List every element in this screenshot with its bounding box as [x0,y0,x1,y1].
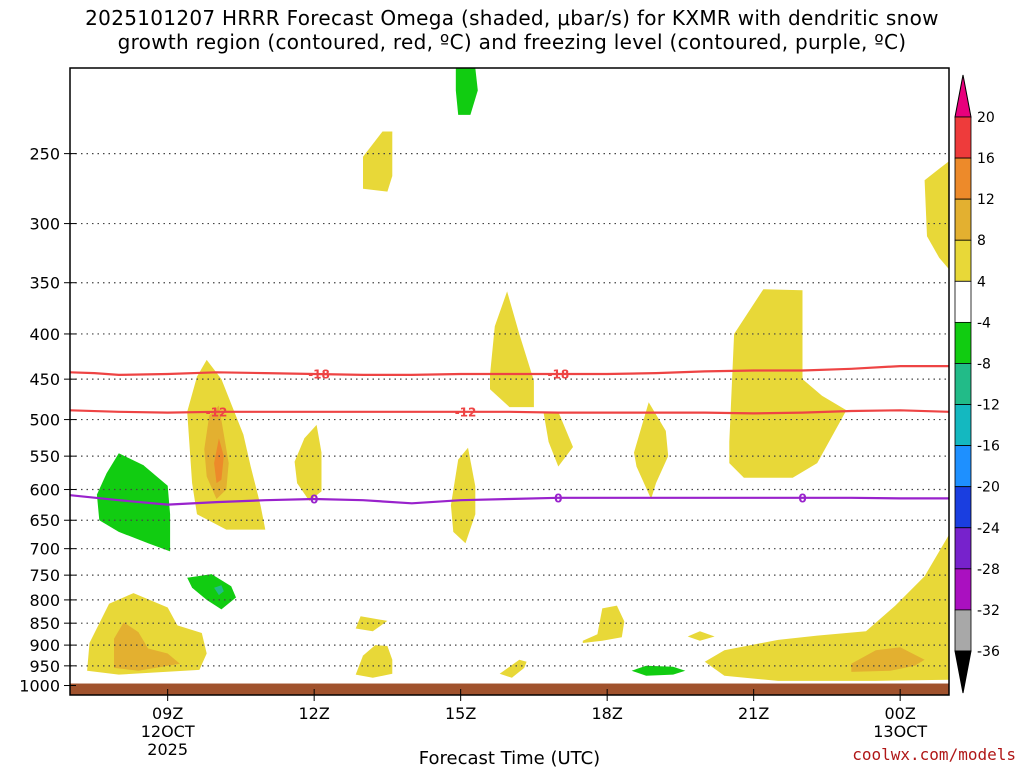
colorbar-band-0 [954,116,972,159]
chart-title: 2025101207 HRRR Forecast Omega (shaded, … [0,6,1024,54]
y-tick-label-350: 350 [29,274,60,293]
colorbar-band-10 [954,527,972,570]
colorbar-band-6 [954,363,972,405]
omega-region-ascent-1245 [355,616,388,632]
omega-region-descent-core-15z-top [455,68,478,115]
credit-watermark: coolwx.com/models [852,745,1016,764]
y-tick-label-1000: 1000 [19,677,60,696]
axes: 250 300 350 400 450 500 550 600 650 700 750 800 850 9… [19,67,950,768]
colorbar-label-5: -4 [977,315,991,331]
colorbar-label-2: 12 [977,192,995,208]
omega-region-ascent-2500-low [704,534,949,681]
colorbar-label-0: 20 [977,110,995,126]
contour-label-0-1: -18 [547,367,569,381]
y-tick-label-750: 750 [29,566,60,585]
colorbar-bottom-arrow [954,650,972,694]
x-axis-title: Forecast Time (UTC) [419,748,600,768]
omega-region-ascent-1800-low [582,605,625,643]
x-date-label-0: 12OCT [141,722,195,741]
contour-line-2 [70,494,949,506]
omega-region-ascent-1330-low [355,645,393,678]
x-date-label-5: 13OCT [873,722,927,741]
colorbar-label-8: -16 [977,439,1000,455]
y-tick-label-500: 500 [29,411,60,430]
title-line-1: 2025101207 HRRR Forecast Omega (shaded, … [85,6,939,30]
omega-region-ascent-upper-right [924,161,949,270]
y-tick-label-550: 550 [29,447,60,466]
omega-region-ascent-1900 [634,402,669,499]
ground-band [70,683,949,695]
x-tick-label-0: 09Z [152,704,183,723]
x-tick-label-4: 21Z [738,704,769,723]
omega-region-descent-1000-inner [214,585,224,596]
x-tick-label-2: 15Z [445,704,476,723]
colorbar-label-6: -8 [977,356,991,372]
colorbar-band-2 [954,198,972,241]
contour-label-1-1: -12 [455,405,477,419]
omega-region-descent-1000 [187,574,236,610]
colorbar-band-3 [954,239,972,282]
y-tick-label-950: 950 [29,657,60,676]
contour-line-0 [70,365,949,377]
omega-region-ascent-2230 [729,289,847,478]
y-tick-label-800: 800 [29,591,60,610]
omega-region-ascent-1200 [294,424,322,501]
omega-region-ascent-1700 [543,411,573,467]
x-tick-label-3: 18Z [592,704,623,723]
colorbar-label-10: -24 [977,521,1000,537]
y-tick-label-600: 600 [29,481,60,500]
colorbar-label-13: -36 [977,644,1000,660]
x-tick-label-1: 12Z [299,704,330,723]
y-tick-label-650: 650 [29,511,60,530]
colorbar-band-1 [954,157,972,200]
colorbar-label-11: -28 [977,562,1000,578]
contour-label-2-1: 0 [554,491,562,505]
omega-region-ascent-2010-low [687,631,715,641]
colorbar-band-11 [954,568,972,611]
colorbar-band-9 [954,486,972,529]
x-tick-label-5: 00Z [885,704,916,723]
y-tick-label-250: 250 [29,145,60,164]
colorbar-label-9: -20 [977,480,1000,496]
contour-label-2-0: 0 [310,493,318,507]
colorbar-band-12 [954,609,972,652]
colorbar-label-7: -12 [977,398,1000,414]
colorbar: 20 16 12 8 4 -4 -8 -12 -16 -20 -24 -28 -32 -36 [954,74,1000,694]
y-tick-label-900: 900 [29,636,60,655]
pressure-gridlines [70,153,949,667]
colorbar-label-4: 4 [977,274,986,290]
y-tick-label-450: 450 [29,370,60,389]
omega-region-ascent-1000 [187,359,266,530]
y-tick-label-400: 400 [29,325,60,344]
omega-region-descent-1910 [631,665,686,676]
contour-label-0-0: -18 [308,368,330,382]
contour-lines: -18 -18 -12 -12 0 0 0 [70,365,949,507]
y-tick-label-850: 850 [29,614,60,633]
y-tick-label-300: 300 [29,215,60,234]
contour-line-1 [70,409,949,415]
x-year-label-0: 2025 [147,740,188,759]
colorbar-label-3: 8 [977,233,986,249]
colorbar-label-1: 16 [977,151,995,167]
contour-label-1-0: -12 [206,405,228,419]
colorbar-band-5 [954,321,972,364]
ground-layer [70,683,949,695]
colorbar-band-7 [954,404,972,447]
contour-label-2-2: 0 [798,491,806,505]
plot-frame [69,67,950,696]
omega-region-ascent-1545 [490,291,534,408]
omega-shaded-regions [87,68,949,681]
colorbar-band-4 [954,280,972,323]
title-line-2: growth region (contoured, red, ºC) and f… [117,30,907,54]
colorbar-band-8 [954,445,972,488]
y-tick-label-700: 700 [29,540,60,559]
colorbar-top-arrow [954,74,972,118]
omega-region-ascent-08-core [114,622,180,671]
omega-region-ascent-1600-low [499,659,527,678]
omega-region-ascent-10z-inner [214,438,224,484]
omega-region-ascent-250 [363,131,393,192]
omega-region-ascent-1500 [450,447,476,544]
colorbar-label-12: -32 [977,603,1000,619]
